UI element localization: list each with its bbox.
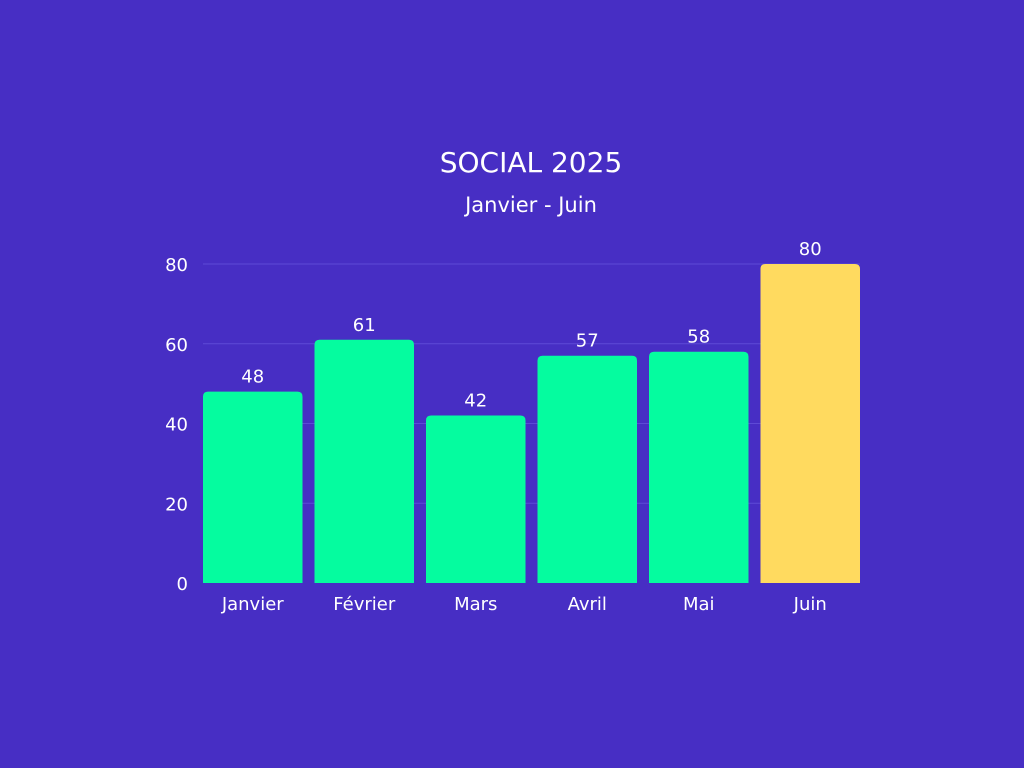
x-tick-label: Janvier xyxy=(221,594,284,615)
bar-3 xyxy=(426,415,526,583)
chart-title: SOCIAL 2025 xyxy=(440,146,623,179)
chart-subtitle: Janvier - Juin xyxy=(463,193,597,217)
y-axis-ticks: 0 20 40 60 80 xyxy=(165,255,188,595)
data-labels: 48 61 42 57 58 80 xyxy=(241,239,821,412)
data-label: 61 xyxy=(353,315,376,336)
bars xyxy=(203,264,860,583)
bar-2 xyxy=(314,339,414,583)
x-tick-label: Juin xyxy=(793,594,827,615)
data-label: 42 xyxy=(464,391,487,412)
data-label: 58 xyxy=(687,327,710,348)
x-axis-ticks: Janvier Février Mars Avril Mai Juin xyxy=(221,594,827,615)
data-label: 80 xyxy=(799,239,822,260)
y-tick-label: 60 xyxy=(165,335,188,356)
data-label: 57 xyxy=(576,331,599,352)
bar-4 xyxy=(537,355,637,583)
x-tick-label: Mars xyxy=(454,594,497,615)
bar-1 xyxy=(203,391,303,583)
bar-5 xyxy=(649,351,749,583)
x-tick-label: Février xyxy=(333,594,396,615)
y-tick-label: 80 xyxy=(165,255,188,276)
bar-6 xyxy=(760,264,860,583)
y-tick-label: 0 xyxy=(177,574,188,595)
y-tick-label: 40 xyxy=(165,415,188,436)
y-tick-label: 20 xyxy=(165,494,188,515)
x-tick-label: Avril xyxy=(568,594,607,615)
x-tick-label: Mai xyxy=(683,594,715,615)
data-label: 48 xyxy=(241,367,264,388)
gridlines xyxy=(203,263,860,504)
